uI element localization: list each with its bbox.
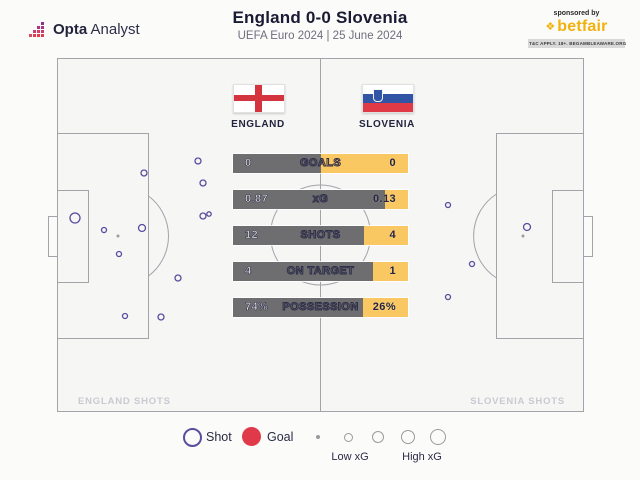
- shot-marker: [522, 222, 532, 232]
- slovenia-flag: [362, 84, 414, 113]
- england-shot-markers: [69, 157, 212, 321]
- shot-marker: [121, 312, 129, 320]
- xg-size-dot-icon: [316, 435, 320, 439]
- stat-row-shots: 12 SHOTS 4: [232, 225, 409, 246]
- legend-shot-icon: [183, 428, 202, 447]
- sponsor-disclaimer: T&C APPLY. 18+. BEGAMBLEAWARE.ORG: [528, 39, 627, 48]
- shot-marker: [100, 226, 108, 234]
- stat-row-possession: 74% POSSESSION 26%: [232, 297, 409, 318]
- xg-size-medium-icon: [372, 431, 384, 443]
- away-stat-value: 26%: [372, 301, 396, 313]
- right-penalty-arc: [473, 193, 497, 279]
- away-team-name: SLOVENIA: [359, 119, 415, 130]
- shot-marker: [444, 201, 452, 209]
- stat-category-label: ON TARGET: [286, 265, 355, 278]
- right-goal: [583, 216, 593, 257]
- slovenia-coat-of-arms: [373, 89, 383, 102]
- shot-marker: [206, 211, 212, 217]
- home-stat-bar: [233, 262, 373, 281]
- away-stat-value: 1: [389, 265, 396, 277]
- opta-logo-icon: [29, 22, 44, 37]
- match-subtitle: UEFA Euro 2024 | 25 June 2024: [237, 30, 403, 42]
- left-penalty-spot: [116, 234, 120, 238]
- opta-analyst-logo: Opta Analyst: [28, 19, 140, 39]
- shot-marker: [194, 157, 202, 165]
- home-stat-bar: [233, 190, 386, 209]
- betfair-logo-icon: ❖: [545, 20, 556, 33]
- home-stat-value: 74%: [245, 301, 269, 314]
- home-stat-value: 0: [245, 157, 252, 170]
- away-stat-bar: [373, 262, 408, 281]
- home-stat-value: 0.87: [245, 193, 269, 206]
- shot-marker: [199, 212, 207, 220]
- betfair-wordmark: betfair: [557, 18, 608, 35]
- legend-goal-label: Goal: [267, 430, 294, 444]
- away-shots-corner-label: SLOVENIA SHOTS: [470, 396, 565, 407]
- page-title: England 0-0 Slovenia: [232, 8, 408, 27]
- sponsored-by-text: sponsored by: [553, 10, 600, 17]
- high-xg-label: High xG: [402, 451, 442, 463]
- legend-shot-label: Shot: [206, 430, 232, 444]
- stat-row-xg: 0.87 xG 0.13: [232, 189, 409, 210]
- shot-marker: [69, 212, 81, 224]
- stat-category-label: GOALS: [299, 157, 342, 170]
- left-goal: [48, 216, 58, 257]
- legend-goal-icon: [242, 427, 261, 446]
- stat-category-label: xG: [312, 193, 329, 206]
- shot-marker: [199, 179, 207, 187]
- away-stat-value: 4: [389, 229, 396, 241]
- xg-size-small-icon: [344, 433, 353, 442]
- england-flag: [233, 84, 285, 113]
- opta-analyst-wordmark: Opta Analyst: [53, 21, 140, 38]
- low-xg-label: Low xG: [331, 451, 369, 463]
- home-shots-corner-label: ENGLAND SHOTS: [78, 396, 171, 407]
- logo-light-text: Analyst: [90, 20, 140, 38]
- shot-marker: [140, 169, 148, 177]
- betfair-logo: ❖ betfair: [528, 18, 625, 36]
- stat-row-on-target: 4 ON TARGET 1: [232, 261, 409, 282]
- stat-row-goals: 0 GOALS 0: [232, 153, 409, 174]
- home-team-name: ENGLAND: [231, 119, 285, 130]
- home-stat-value: 12: [245, 229, 259, 242]
- right-penalty-spot: [521, 234, 525, 238]
- home-stat-value: 4: [245, 265, 252, 278]
- slovenia-shot-markers: [444, 201, 532, 301]
- stat-category-label: POSSESSION: [282, 301, 359, 314]
- left-penalty-arc: [148, 195, 169, 277]
- shot-marker: [174, 274, 182, 282]
- shot-marker: [468, 260, 476, 268]
- logo-bold-text: Opta: [53, 20, 88, 38]
- shot-marker: [444, 293, 452, 301]
- home-stat-bar: [233, 226, 365, 245]
- xg-size-largest-icon: [430, 429, 446, 445]
- xg-size-large-icon: [401, 430, 415, 444]
- stat-category-label: SHOTS: [300, 229, 341, 242]
- away-stat-bar: [385, 190, 408, 209]
- shot-marker: [157, 313, 165, 321]
- away-stat-bar: [320, 154, 408, 173]
- header-title-block: England 0-0 Slovenia UEFA Euro 2024 | 25…: [140, 8, 500, 42]
- sponsor-block: sponsored by ❖ betfair T&C APPLY. 18+. B…: [528, 10, 627, 48]
- shot-marker: [137, 223, 147, 233]
- home-stat-bar: [233, 154, 321, 173]
- shot-marker: [115, 250, 123, 258]
- away-stat-bar: [362, 298, 408, 317]
- home-stat-bar: [233, 298, 363, 317]
- away-stat-value: 0: [389, 157, 396, 169]
- away-stat-bar: [364, 226, 408, 245]
- away-stat-value: 0.13: [372, 193, 396, 205]
